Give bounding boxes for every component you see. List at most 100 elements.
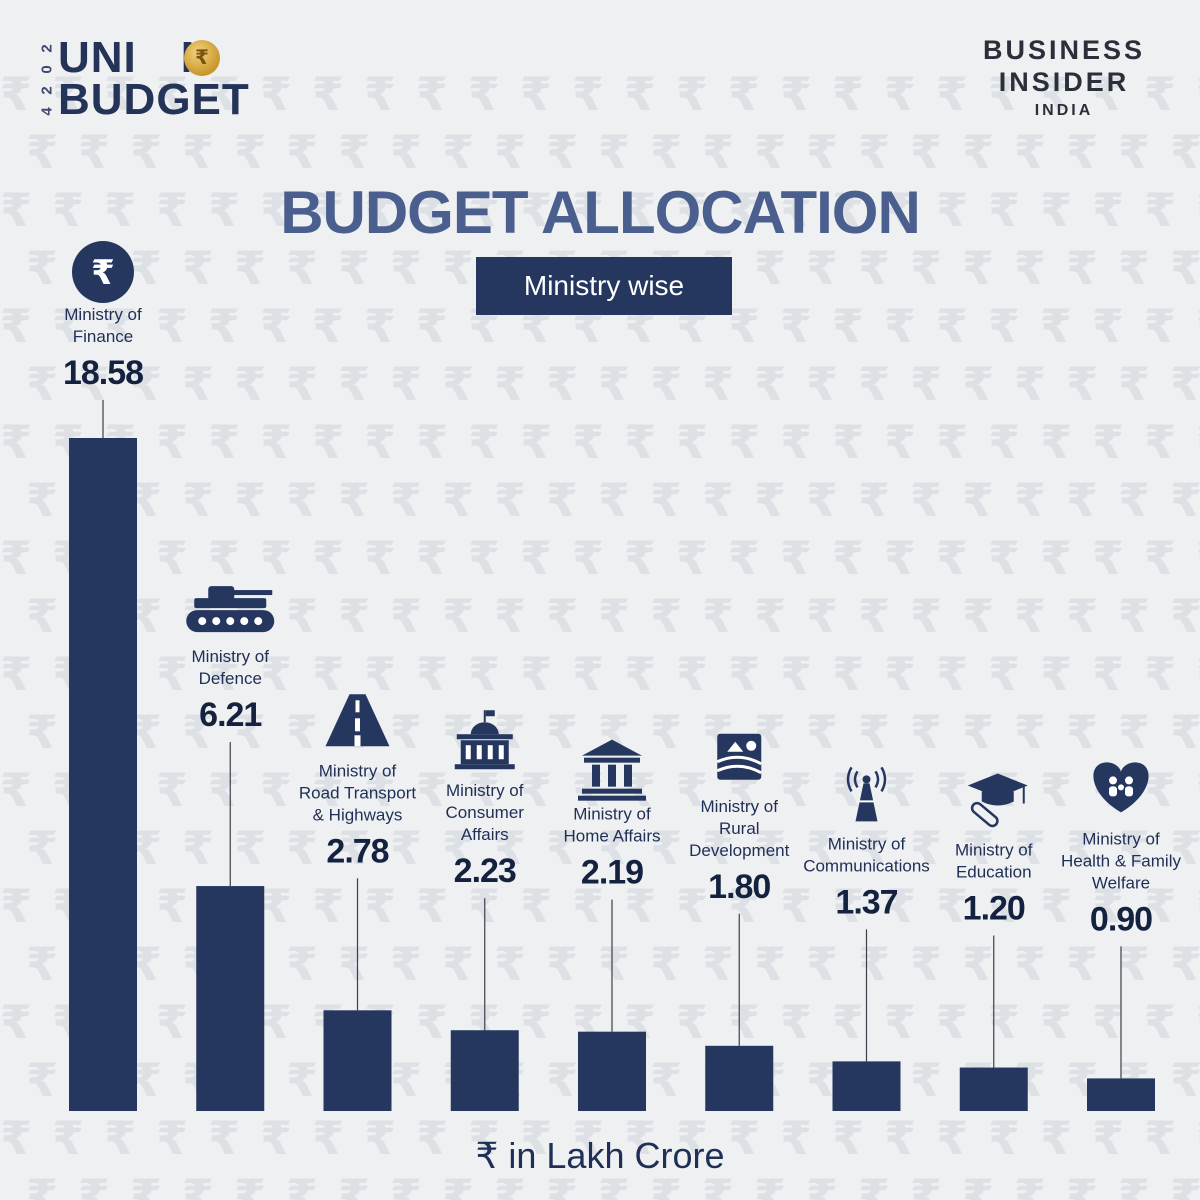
svg-text:₹: ₹ bbox=[26, 126, 58, 178]
value-label-5: 2.19 bbox=[581, 854, 643, 892]
svg-text:₹: ₹ bbox=[338, 358, 370, 410]
svg-text:₹: ₹ bbox=[858, 706, 890, 758]
svg-text:₹: ₹ bbox=[884, 880, 916, 932]
svg-text:₹: ₹ bbox=[676, 648, 708, 700]
svg-text:₹: ₹ bbox=[858, 358, 890, 410]
svg-text:₹: ₹ bbox=[962, 706, 994, 758]
svg-text:₹: ₹ bbox=[1118, 706, 1150, 758]
svg-text:₹: ₹ bbox=[26, 822, 58, 874]
graduation-cap-icon bbox=[967, 773, 1028, 828]
svg-text:₹: ₹ bbox=[468, 68, 500, 120]
svg-text:₹: ₹ bbox=[728, 880, 760, 932]
svg-text:₹: ₹ bbox=[650, 822, 682, 874]
svg-text:₹: ₹ bbox=[182, 822, 214, 874]
svg-text:₹: ₹ bbox=[832, 880, 864, 932]
svg-text:₹: ₹ bbox=[832, 184, 864, 236]
svg-text:₹: ₹ bbox=[1196, 300, 1200, 352]
value-label-4: 2.23 bbox=[454, 852, 516, 890]
svg-text:₹: ₹ bbox=[1170, 1054, 1200, 1106]
svg-text:₹: ₹ bbox=[1040, 648, 1072, 700]
svg-text:₹: ₹ bbox=[364, 300, 396, 352]
category-label-8: Education bbox=[956, 863, 1032, 882]
svg-text:₹: ₹ bbox=[416, 996, 448, 1048]
svg-text:₹: ₹ bbox=[390, 822, 422, 874]
svg-text:₹: ₹ bbox=[338, 938, 370, 990]
svg-text:₹: ₹ bbox=[26, 590, 58, 642]
bar-9 bbox=[1087, 1078, 1155, 1111]
svg-text:₹: ₹ bbox=[156, 68, 188, 120]
svg-text:₹: ₹ bbox=[1170, 358, 1200, 410]
svg-text:₹: ₹ bbox=[494, 474, 526, 526]
svg-text:₹: ₹ bbox=[156, 300, 188, 352]
svg-text:₹: ₹ bbox=[494, 126, 526, 178]
svg-text:₹: ₹ bbox=[728, 68, 760, 120]
rupee-icon: ₹ bbox=[72, 241, 134, 303]
svg-text:₹: ₹ bbox=[676, 532, 708, 584]
bar-1 bbox=[69, 438, 137, 1111]
svg-text:₹: ₹ bbox=[832, 416, 864, 468]
svg-text:₹: ₹ bbox=[1170, 706, 1200, 758]
svg-text:₹: ₹ bbox=[1144, 184, 1176, 236]
svg-text:₹: ₹ bbox=[416, 300, 448, 352]
category-label-8: Ministry of bbox=[955, 841, 1033, 860]
svg-text:₹: ₹ bbox=[286, 706, 318, 758]
svg-text:₹: ₹ bbox=[260, 184, 292, 236]
svg-text:₹: ₹ bbox=[962, 474, 994, 526]
svg-text:₹: ₹ bbox=[884, 996, 916, 1048]
svg-text:₹: ₹ bbox=[468, 764, 500, 816]
svg-text:₹: ₹ bbox=[598, 1170, 630, 1200]
svg-text:₹: ₹ bbox=[1092, 416, 1124, 468]
svg-text:₹: ₹ bbox=[1066, 706, 1098, 758]
svg-text:₹: ₹ bbox=[962, 938, 994, 990]
svg-text:₹: ₹ bbox=[364, 880, 396, 932]
svg-text:₹: ₹ bbox=[572, 648, 604, 700]
svg-text:₹: ₹ bbox=[884, 764, 916, 816]
svg-text:₹: ₹ bbox=[1014, 706, 1046, 758]
svg-text:₹: ₹ bbox=[598, 938, 630, 990]
svg-text:₹: ₹ bbox=[1118, 126, 1150, 178]
svg-text:₹: ₹ bbox=[0, 996, 32, 1048]
svg-text:₹: ₹ bbox=[312, 184, 344, 236]
svg-text:₹: ₹ bbox=[546, 1170, 578, 1200]
svg-text:₹: ₹ bbox=[754, 590, 786, 642]
svg-text:₹: ₹ bbox=[234, 1170, 266, 1200]
svg-text:₹: ₹ bbox=[390, 358, 422, 410]
svg-text:₹: ₹ bbox=[1118, 358, 1150, 410]
svg-text:₹: ₹ bbox=[1118, 1170, 1150, 1200]
svg-text:₹: ₹ bbox=[208, 648, 240, 700]
svg-text:₹: ₹ bbox=[962, 358, 994, 410]
svg-text:₹: ₹ bbox=[468, 532, 500, 584]
tower-icon bbox=[846, 766, 887, 822]
svg-text:₹: ₹ bbox=[1014, 474, 1046, 526]
svg-text:₹: ₹ bbox=[858, 822, 890, 874]
svg-text:₹: ₹ bbox=[52, 68, 84, 120]
svg-text:₹: ₹ bbox=[520, 880, 552, 932]
svg-text:₹: ₹ bbox=[884, 1112, 916, 1164]
svg-text:₹: ₹ bbox=[234, 126, 266, 178]
svg-text:₹: ₹ bbox=[754, 474, 786, 526]
svg-text:₹: ₹ bbox=[1144, 880, 1176, 932]
svg-text:₹: ₹ bbox=[780, 416, 812, 468]
svg-text:₹: ₹ bbox=[754, 938, 786, 990]
category-label-6: Ministry of bbox=[701, 797, 779, 816]
svg-text:₹: ₹ bbox=[1040, 880, 1072, 932]
svg-text:₹: ₹ bbox=[572, 416, 604, 468]
svg-text:₹: ₹ bbox=[0, 532, 32, 584]
svg-text:₹: ₹ bbox=[286, 358, 318, 410]
svg-text:₹: ₹ bbox=[130, 126, 162, 178]
svg-text:₹: ₹ bbox=[728, 416, 760, 468]
svg-text:₹: ₹ bbox=[338, 822, 370, 874]
svg-text:₹: ₹ bbox=[702, 938, 734, 990]
svg-text:₹: ₹ bbox=[546, 474, 578, 526]
svg-text:₹: ₹ bbox=[858, 590, 890, 642]
svg-text:₹: ₹ bbox=[624, 532, 656, 584]
svg-text:₹: ₹ bbox=[312, 532, 344, 584]
svg-text:₹: ₹ bbox=[1014, 358, 1046, 410]
union-budget-logo: 2 0 2 4 UNIN ₹ BUDGET bbox=[36, 34, 296, 124]
svg-text:₹: ₹ bbox=[156, 1112, 188, 1164]
svg-text:₹: ₹ bbox=[520, 1112, 552, 1164]
svg-text:₹: ₹ bbox=[806, 358, 838, 410]
rupee-coin-icon: ₹ bbox=[184, 40, 220, 76]
svg-text:₹: ₹ bbox=[962, 126, 994, 178]
svg-text:₹: ₹ bbox=[858, 938, 890, 990]
